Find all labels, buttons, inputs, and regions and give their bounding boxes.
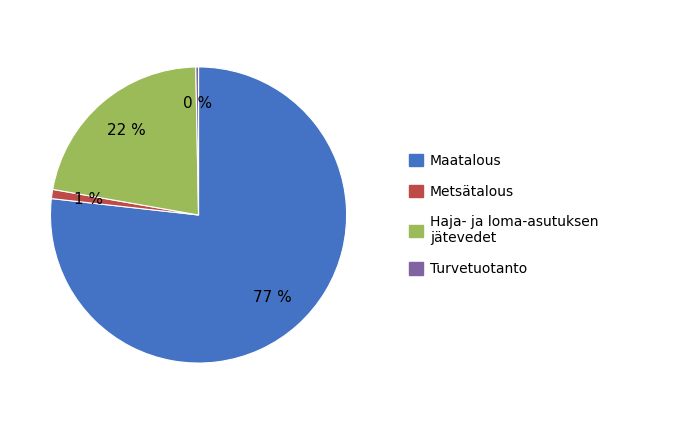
Legend: Maatalous, Metsätalous, Haja- ja loma-asutuksen
jätevedet, Turvetuotanto: Maatalous, Metsätalous, Haja- ja loma-as…	[409, 154, 598, 276]
Wedge shape	[196, 67, 199, 215]
Wedge shape	[50, 67, 347, 363]
Wedge shape	[51, 189, 199, 215]
Text: 77 %: 77 %	[253, 290, 292, 305]
Text: 0 %: 0 %	[183, 96, 212, 111]
Text: 1 %: 1 %	[74, 192, 103, 207]
Wedge shape	[52, 67, 199, 215]
Text: 22 %: 22 %	[107, 123, 146, 138]
